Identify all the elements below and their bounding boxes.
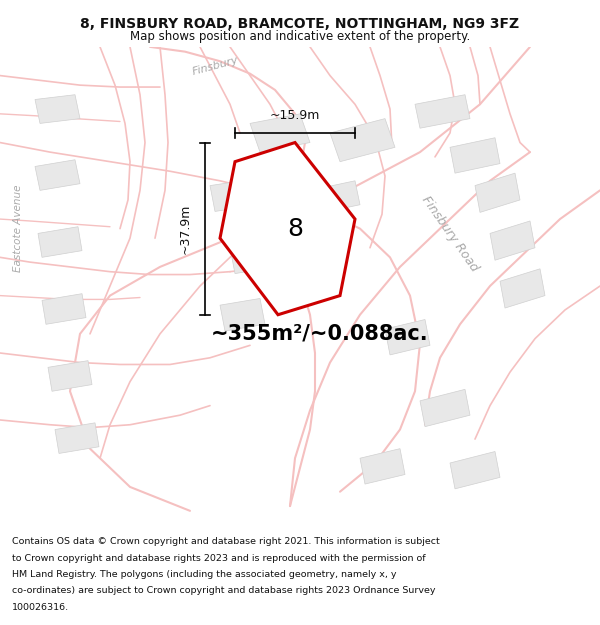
Polygon shape xyxy=(500,269,545,308)
Text: Contains OS data © Crown copyright and database right 2021. This information is : Contains OS data © Crown copyright and d… xyxy=(12,538,440,546)
Text: HM Land Registry. The polygons (including the associated geometry, namely x, y: HM Land Registry. The polygons (includin… xyxy=(12,570,397,579)
Polygon shape xyxy=(415,95,470,128)
Polygon shape xyxy=(420,389,470,427)
Polygon shape xyxy=(475,173,520,213)
Polygon shape xyxy=(230,241,275,274)
Text: 8, FINSBURY ROAD, BRAMCOTE, NOTTINGHAM, NG9 3FZ: 8, FINSBURY ROAD, BRAMCOTE, NOTTINGHAM, … xyxy=(80,18,520,31)
Polygon shape xyxy=(310,181,360,214)
Polygon shape xyxy=(220,142,355,315)
Polygon shape xyxy=(48,361,92,391)
Text: Finsbury Road: Finsbury Road xyxy=(419,193,481,274)
Polygon shape xyxy=(385,319,430,355)
Text: to Crown copyright and database rights 2023 and is reproduced with the permissio: to Crown copyright and database rights 2… xyxy=(12,554,425,562)
Text: ~15.9m: ~15.9m xyxy=(270,109,320,123)
Text: Finsbury: Finsbury xyxy=(191,55,239,77)
Polygon shape xyxy=(55,423,99,454)
Text: Eastcote Avenue: Eastcote Avenue xyxy=(13,185,23,272)
Text: ~37.9m: ~37.9m xyxy=(179,204,191,254)
Polygon shape xyxy=(35,160,80,191)
Polygon shape xyxy=(490,221,535,260)
Polygon shape xyxy=(330,119,395,162)
Text: Map shows position and indicative extent of the property.: Map shows position and indicative extent… xyxy=(130,31,470,43)
Polygon shape xyxy=(35,95,80,123)
Polygon shape xyxy=(220,299,265,331)
Polygon shape xyxy=(360,449,405,484)
Text: ~355m²/~0.088ac.: ~355m²/~0.088ac. xyxy=(211,324,429,344)
Polygon shape xyxy=(250,114,310,152)
Polygon shape xyxy=(450,451,500,489)
Text: 100026316.: 100026316. xyxy=(12,602,69,611)
Text: co-ordinates) are subject to Crown copyright and database rights 2023 Ordnance S: co-ordinates) are subject to Crown copyr… xyxy=(12,586,436,595)
Polygon shape xyxy=(450,138,500,173)
Polygon shape xyxy=(42,294,86,324)
Polygon shape xyxy=(38,227,82,258)
Text: 8: 8 xyxy=(287,217,303,241)
Polygon shape xyxy=(210,179,260,211)
